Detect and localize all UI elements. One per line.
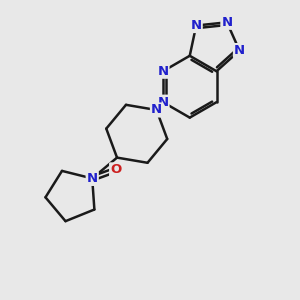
Text: N: N: [234, 44, 245, 57]
Text: N: N: [190, 19, 202, 32]
Text: N: N: [158, 96, 169, 109]
Text: N: N: [158, 65, 169, 78]
Text: N: N: [87, 172, 98, 185]
Text: N: N: [221, 16, 233, 29]
Text: O: O: [110, 164, 122, 176]
Text: N: N: [151, 103, 162, 116]
